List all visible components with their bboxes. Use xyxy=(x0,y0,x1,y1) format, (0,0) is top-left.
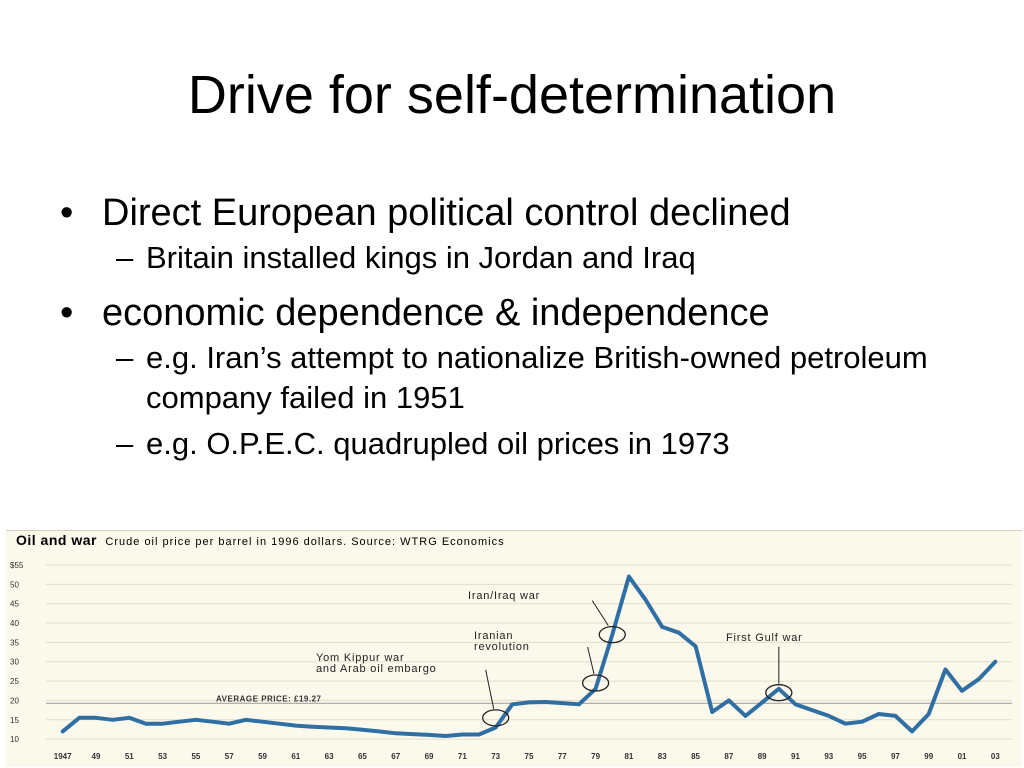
sub-bullet-text: e.g. O.P.E.C. quadrupled oil prices in 1… xyxy=(146,426,730,461)
x-tick-label: 63 xyxy=(325,752,334,761)
bullet-dot: • xyxy=(60,192,74,234)
x-tick-label: 55 xyxy=(191,752,200,761)
y-tick-label: 15 xyxy=(10,716,19,725)
x-tick-label: 49 xyxy=(92,752,101,761)
x-tick-label: 81 xyxy=(624,752,633,761)
x-tick-label: 85 xyxy=(691,752,700,761)
x-tick-label: 71 xyxy=(458,752,467,761)
x-tick-label: 95 xyxy=(858,752,867,761)
x-tick-label: 57 xyxy=(225,752,234,761)
bullet-item: • Direct European political control decl… xyxy=(60,188,1000,238)
x-tick-label: 89 xyxy=(758,752,767,761)
x-tick-label: 75 xyxy=(525,752,534,761)
x-tick-label: 53 xyxy=(158,752,167,761)
x-tick-label: 73 xyxy=(491,752,500,761)
annotation-leader xyxy=(591,600,609,626)
bullet-text: economic dependence & independence xyxy=(102,292,770,334)
x-tick-label: 79 xyxy=(591,752,600,761)
annotation-label: Yom Kippur war and Arab oil embargo xyxy=(316,652,437,675)
x-tick-label: 99 xyxy=(924,752,933,761)
sub-bullet-item: – e.g. O.P.E.C. quadrupled oil prices in… xyxy=(60,424,1000,464)
x-tick-label: 65 xyxy=(358,752,367,761)
x-tick-label: 59 xyxy=(258,752,267,761)
y-tick-label: $55 xyxy=(10,561,24,570)
y-tick-label: 30 xyxy=(10,658,19,667)
chart-header: Oil and war Crude oil price per barrel i… xyxy=(16,532,505,552)
x-tick-label: 51 xyxy=(125,752,134,761)
sub-bullet-text: e.g. Iran’s attempt to nationalize Briti… xyxy=(146,340,928,415)
annotation-circle xyxy=(765,684,793,702)
chart-title: Oil and war xyxy=(16,532,97,548)
bullet-text: Direct European political control declin… xyxy=(102,192,791,234)
x-tick-label: 91 xyxy=(791,752,800,761)
sub-bullet-dash: – xyxy=(116,340,134,375)
x-tick-label: 93 xyxy=(824,752,833,761)
x-tick-label: 01 xyxy=(958,752,967,761)
y-tick-label: 40 xyxy=(10,619,19,628)
sub-bullet-text: Britain installed kings in Jordan and Ir… xyxy=(146,240,696,275)
slide-title: Drive for self-determination xyxy=(187,65,837,125)
annotation-circle xyxy=(581,674,610,692)
annotation-circle xyxy=(482,709,510,727)
average-label: AVERAGE PRICE: £19.27 xyxy=(216,694,322,703)
annotation-leader xyxy=(485,669,495,709)
x-tick-label: 77 xyxy=(558,752,567,761)
y-tick-label: 20 xyxy=(10,696,19,705)
annotation-leader xyxy=(587,646,595,675)
x-tick-label: 03 xyxy=(991,752,1000,761)
annotation-circle xyxy=(598,626,626,644)
x-tick-label: 69 xyxy=(425,752,434,761)
y-tick-label: 50 xyxy=(10,580,19,589)
spacer xyxy=(60,278,1000,288)
oil-price-chart: Oil and war Crude oil price per barrel i… xyxy=(6,530,1022,767)
y-tick-label: 45 xyxy=(10,600,19,609)
chart-subtitle: Crude oil price per barrel in 1996 dolla… xyxy=(105,536,505,548)
x-tick-label: 97 xyxy=(891,752,900,761)
y-tick-label: 35 xyxy=(10,638,19,647)
sub-bullet-item: – Britain installed kings in Jordan and … xyxy=(60,238,1000,278)
annotation-label: First Gulf war xyxy=(726,632,803,644)
x-tick-label: 67 xyxy=(391,752,400,761)
annotation-label: Iranian revolution xyxy=(474,630,530,653)
x-tick-label: 1947 xyxy=(54,752,72,761)
bullet-list: • Direct European political control decl… xyxy=(60,188,1000,464)
x-tick-label: 83 xyxy=(658,752,667,761)
sub-bullet-dash: – xyxy=(116,240,134,275)
bullet-dot: • xyxy=(60,292,74,334)
chart-plot: $55 50 45 40 35 30 25 20 15 10 AVERAGE PRICE: £19.… xyxy=(10,561,1012,761)
sub-bullet-dash: – xyxy=(116,426,134,461)
y-tick-label: 25 xyxy=(10,677,19,686)
bullet-item: • economic dependence & independence xyxy=(60,288,1000,338)
annotation-label: Iran/Iraq war xyxy=(468,590,540,602)
x-tick-label: 87 xyxy=(724,752,733,761)
sub-bullet-item: – e.g. Iran’s attempt to nationalize Bri… xyxy=(60,338,1000,418)
price-line xyxy=(60,574,998,738)
x-tick-label: 61 xyxy=(291,752,300,761)
y-tick-label: 10 xyxy=(10,735,19,744)
